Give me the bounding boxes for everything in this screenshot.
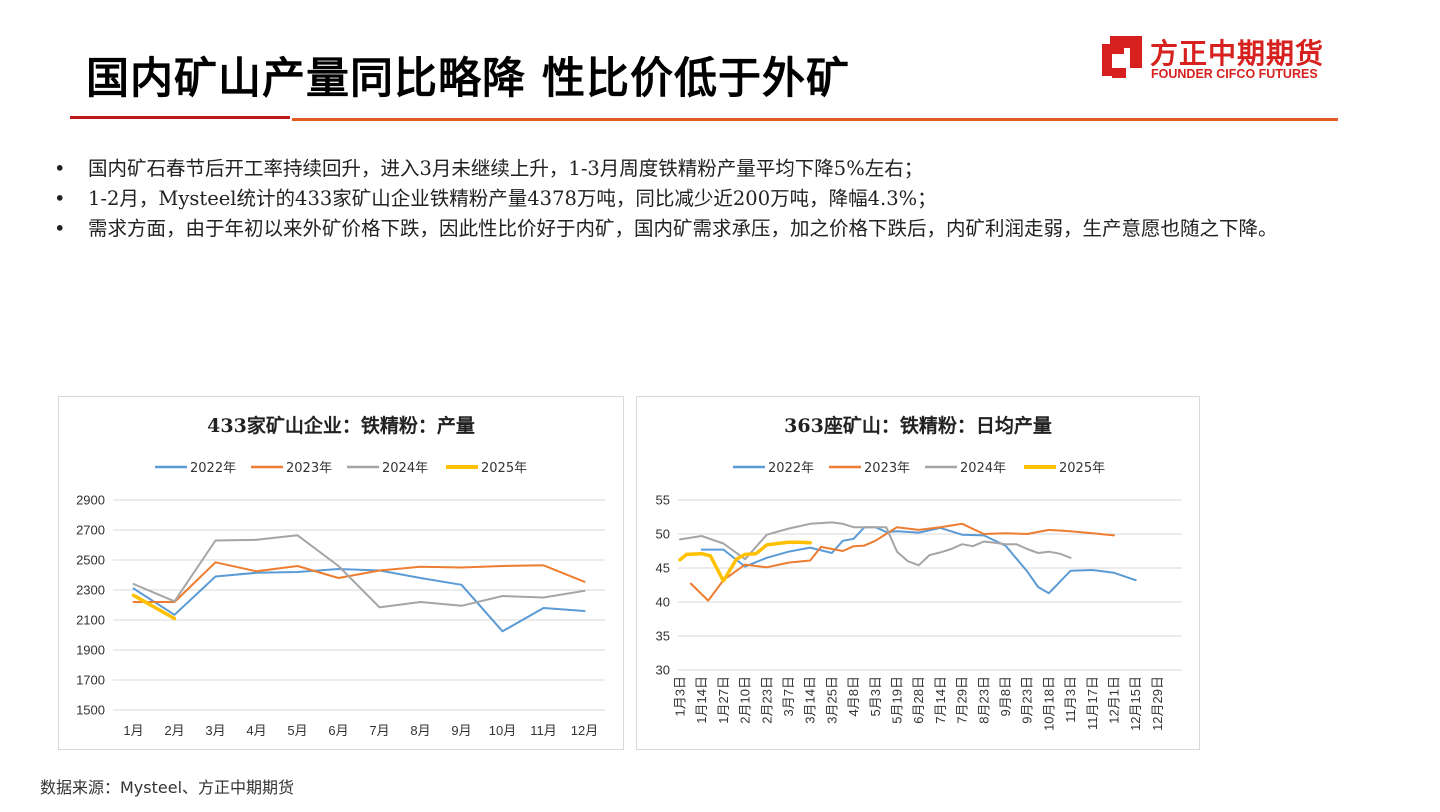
x-tick-label: 4月 [246, 723, 266, 738]
y-tick-label: 2900 [76, 493, 105, 508]
bullet-list: • 国内矿石春节后开工率持续回升，进入3月未继续上升，1-3月周度铁精粉产量平均… [54, 154, 1414, 244]
y-tick-label: 1900 [76, 643, 105, 658]
x-tick-label: 4月8日 [846, 676, 861, 716]
legend-entry: 2022年 [155, 461, 236, 476]
x-tick-label: 11月3日 [1063, 676, 1078, 723]
logo-mark-icon [1102, 36, 1142, 78]
legend-label: 2024年 [382, 461, 428, 476]
bullet-text: 国内矿石春节后开工率持续回升，进入3月未继续上升，1-3月周度铁精粉产量平均下降… [88, 157, 924, 180]
bullet-item: • 1-2月，Mysteel统计的433家矿山企业铁精粉产量4378万吨，同比减… [54, 184, 1414, 214]
x-tick-label: 12月 [571, 723, 598, 738]
x-tick-label: 7月 [369, 723, 389, 738]
y-tick-label: 2300 [76, 583, 105, 598]
logo-chinese: 方正中期期货 [1150, 37, 1325, 70]
legend-label: 2025年 [481, 461, 527, 476]
chart-panel-363-mines: 363座矿山：铁精粉：日均产量 2022年 2023年 2024年 2025年 30 35 4… [636, 396, 1200, 750]
y-tick-label: 35 [656, 629, 670, 644]
x-tick-label: 7月14日 [933, 676, 948, 724]
title-rule-dark [70, 116, 290, 119]
company-logo: 方正中期期货 FOUNDER CIFCO FUTURES [1098, 32, 1338, 84]
x-tick-label: 12月15日 [1128, 676, 1143, 731]
x-tick-label: 2月10日 [738, 676, 753, 724]
legend-label: 2022年 [190, 461, 236, 476]
series-line-2025 [678, 540, 812, 583]
legend-entry: 2025年 [1024, 461, 1105, 476]
y-tick-label: 1500 [76, 703, 105, 718]
legend-entry: 2022年 [733, 461, 814, 476]
y-tick-label: 45 [656, 561, 670, 576]
x-tick-label: 8月 [410, 723, 430, 738]
legend-label: 2023年 [864, 461, 910, 476]
x-tick-label: 10月18日 [1041, 676, 1056, 731]
x-tick-label: 1月 [123, 723, 143, 738]
legend-label: 2022年 [768, 461, 814, 476]
x-tick-label: 1月3日 [673, 676, 688, 716]
x-tick-label: 2月23日 [759, 676, 774, 724]
y-tick-label: 2100 [76, 613, 105, 628]
x-tick-label: 11月17日 [1085, 676, 1100, 730]
data-source-note: 数据来源：Mysteel、方正中期期货 [40, 778, 295, 797]
series-line-2023 [689, 522, 1115, 602]
legend-entry: 2024年 [925, 461, 1006, 476]
legend-label: 2024年 [960, 461, 1006, 476]
x-tick-label: 3月7日 [781, 676, 796, 716]
y-tick-label: 2700 [76, 523, 105, 538]
x-tick-label: 8月23日 [976, 676, 991, 724]
legend-entry: 2024年 [347, 461, 428, 476]
bullet-text: 1-2月，Mysteel统计的433家矿山企业铁精粉产量4378万吨，同比减少近… [88, 187, 937, 210]
x-tick-label: 3月14日 [803, 676, 818, 724]
y-tick-label: 2500 [76, 553, 105, 568]
x-tick-label: 5月 [287, 723, 307, 738]
x-tick-label: 5月3日 [868, 676, 883, 716]
x-tick-label: 6月 [328, 723, 348, 738]
chart-panel-433-mines: 433家矿山企业：铁精粉：产量 2022年 2023年 2024年 2025年 1500 1… [58, 396, 624, 750]
page-title: 国内矿山产量同比略降 性比价低于外矿 [86, 54, 850, 104]
bullet-dot: • [54, 187, 66, 210]
y-tick-label: 30 [656, 663, 670, 678]
x-tick-label: 10月 [489, 723, 516, 738]
x-tick-label: 12月29日 [1150, 676, 1165, 731]
chart-title: 363座矿山：铁精粉：日均产量 [784, 414, 1052, 437]
y-tick-label: 1700 [76, 673, 105, 688]
chart-433-mines-production: 433家矿山企业：铁精粉：产量 2022年 2023年 2024年 2025年 1500 1… [76, 414, 605, 738]
y-tick-label: 50 [656, 527, 670, 542]
logo-english: FOUNDER CIFCO FUTURES [1151, 67, 1318, 81]
chart-title: 433家矿山企业：铁精粉：产量 [207, 414, 475, 437]
bullet-text: 需求方面，由于年初以来外矿价格下跌，因此性比价好于内矿，国内矿需求承压，加之价格… [88, 217, 1278, 240]
x-tick-label: 12月1日 [1107, 676, 1122, 724]
y-tick-label: 40 [656, 595, 670, 610]
x-tick-label: 9月 [451, 723, 471, 738]
y-tick-label: 55 [656, 493, 670, 508]
legend-entry: 2025年 [446, 461, 527, 476]
x-tick-label: 1月14日 [694, 676, 709, 724]
legend-label: 2023年 [286, 461, 332, 476]
bullet-item: • 国内矿石春节后开工率持续回升，进入3月未继续上升，1-3月周度铁精粉产量平均… [54, 154, 1414, 184]
x-tick-label: 3月25日 [824, 676, 839, 724]
bullet-dot: • [54, 157, 66, 180]
series-line-2024 [679, 521, 1072, 567]
series-line-2023 [132, 561, 586, 603]
x-tick-label: 5月19日 [890, 676, 905, 724]
series-line-2022 [132, 568, 586, 633]
title-rule-orange [292, 118, 1338, 121]
series-line-2025 [131, 593, 177, 621]
bullet-item: • 需求方面，由于年初以来外矿价格下跌，因此性比价好于内矿，国内矿需求承压，加之… [54, 214, 1414, 244]
chart-363-mines-daily-production: 363座矿山：铁精粉：日均产量 2022年 2023年 2024年 2025年 30 35 4… [656, 414, 1182, 731]
series-line-2022 [700, 526, 1137, 595]
x-tick-label: 6月28日 [911, 676, 926, 724]
x-tick-label: 1月27日 [716, 676, 731, 724]
x-tick-label: 3月 [205, 723, 225, 738]
legend-entry: 2023年 [829, 461, 910, 476]
legend-entry: 2023年 [251, 461, 332, 476]
bullet-dot: • [54, 217, 66, 240]
x-tick-label: 11月 [530, 723, 557, 738]
legend-label: 2025年 [1059, 461, 1105, 476]
x-tick-label: 7月29日 [955, 676, 970, 724]
x-tick-label: 9月8日 [998, 676, 1013, 716]
series-line-2024 [132, 534, 586, 609]
x-tick-label: 2月 [164, 723, 184, 738]
x-tick-label: 9月23日 [1020, 676, 1035, 724]
